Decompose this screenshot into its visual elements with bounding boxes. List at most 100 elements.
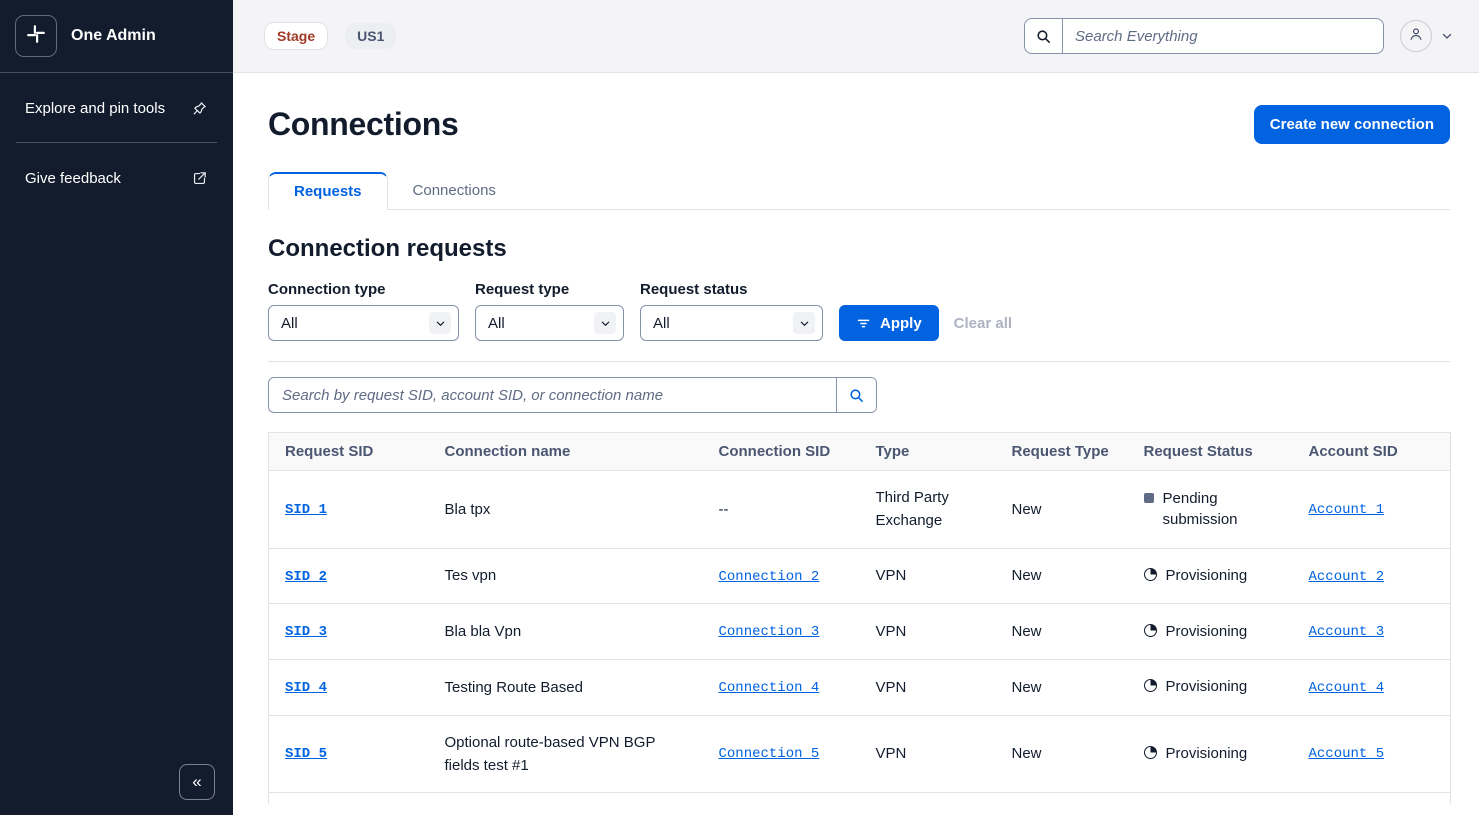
account-sid-link[interactable]: Account_3 (1308, 624, 1385, 641)
environment-badge: Stage (264, 22, 329, 50)
account-sid-link[interactable]: Account_2 (1308, 568, 1385, 585)
status-cell: Provisioning (1143, 621, 1277, 643)
col-request-sid: Request SID (268, 432, 429, 471)
section-title: Connection requests (268, 235, 507, 262)
select-value: All (653, 314, 670, 332)
request-type-cell: New (995, 715, 1128, 794)
type-cell: VPN (859, 603, 996, 660)
sidebar-item-explore-and-pin-tools[interactable]: Explore and pin tools (0, 88, 233, 128)
sidebar-item-label: Explore and pin tools (25, 99, 166, 117)
connection-sid-link[interactable]: Connection_4 (718, 679, 820, 696)
pin-icon (191, 100, 208, 117)
request-type-cell: New (995, 603, 1128, 660)
pinwheel-logo-icon (25, 23, 47, 50)
type-cell: VPN (859, 715, 996, 794)
request-type-cell: New (995, 548, 1128, 605)
in-progress-icon (1143, 623, 1157, 637)
table-row: SID_5 Optional route-based VPN BGP field… (268, 715, 1451, 794)
table-row: SID_1 Bla tpx -- Third Party Exchange Ne… (268, 470, 1451, 549)
request-type-cell: New (995, 470, 1128, 549)
table-row: SID_4 Testing Route Based Connection_4 V… (268, 659, 1451, 716)
main-content: Connections Create new connection Reques… (233, 73, 1479, 815)
col-account-sid: Account SID (1292, 432, 1451, 471)
filter-label-request-type: Request type (475, 281, 570, 298)
connection-type-select[interactable]: All (268, 305, 459, 341)
create-new-connection-button[interactable]: Create new connection (1253, 105, 1450, 144)
request-type-select[interactable]: All (475, 305, 624, 341)
clear-all-button[interactable]: Clear all (953, 314, 1013, 332)
table-row: SID_3 Bla bla Vpn Connection_3 VPN New P… (268, 603, 1451, 660)
connection-requests-table: Request SID Connection name Connection S… (268, 432, 1451, 804)
connection-name-cell: Testing Route Based (428, 659, 703, 716)
connection-sid-link[interactable]: Connection_3 (718, 624, 820, 641)
connection-name-cell: Optional route-based VPN BGP fields test… (428, 715, 703, 794)
request-sid-link[interactable]: SID_2 (285, 568, 328, 585)
topbar: Stage US1 (233, 0, 1479, 73)
external-link-icon (191, 170, 208, 187)
status-label: Pending submission (1162, 489, 1238, 529)
account-sid-link[interactable]: Account_5 (1308, 746, 1385, 763)
col-type: Type (859, 432, 996, 471)
account-sid-link[interactable]: Account_1 (1308, 501, 1385, 518)
col-connection-sid: Connection SID (702, 432, 860, 471)
tabs: Requests Connections (268, 172, 1450, 210)
connection-name-cell: Bla tpx (428, 470, 703, 549)
sidebar-item-label: Give feedback (25, 169, 121, 187)
request-sid-link[interactable]: SID_4 (285, 679, 328, 696)
filter-label-request-status: Request status (640, 281, 748, 298)
request-sid-link[interactable]: SID_3 (285, 624, 328, 641)
status-label: Provisioning (1165, 566, 1248, 584)
page-title: Connections (268, 106, 459, 142)
col-request-status: Request Status (1127, 432, 1293, 471)
type-cell: Third Party Exchange (859, 470, 996, 549)
status-cell: Pending submission (1143, 488, 1277, 532)
request-sid-link[interactable]: SID_1 (285, 501, 328, 518)
connection-sid-link[interactable]: Connection_5 (718, 746, 820, 763)
table-search-input[interactable] (269, 378, 836, 412)
region-badge: US1 (345, 23, 397, 49)
select-value: All (281, 314, 298, 332)
account-sid-link[interactable]: Account_4 (1308, 679, 1385, 696)
sidebar-item-give-feedback[interactable]: Give feedback (0, 158, 233, 198)
status-label: Provisioning (1165, 678, 1248, 696)
user-avatar[interactable] (1400, 20, 1432, 52)
request-sid-link[interactable]: SID_5 (285, 746, 328, 763)
chevron-down-icon (793, 312, 815, 334)
chevron-down-icon (429, 312, 451, 334)
app-name: One Admin (71, 27, 156, 44)
sidebar-collapse-button[interactable]: « (179, 764, 215, 800)
in-progress-icon (1143, 679, 1157, 693)
tab-connections[interactable]: Connections (412, 182, 496, 199)
request-status-select[interactable]: All (640, 305, 823, 341)
global-search-input[interactable] (1063, 19, 1383, 53)
type-cell: VPN (859, 548, 996, 605)
pending-icon (1143, 492, 1154, 503)
status-label: Provisioning (1165, 744, 1248, 762)
app-logo[interactable] (15, 15, 57, 57)
filters: Connection type All Request type All (268, 281, 1450, 341)
col-request-type: Request Type (995, 432, 1128, 471)
select-value: All (488, 314, 505, 332)
filter-icon (856, 316, 871, 331)
connection-sid-link[interactable]: Connection_2 (718, 568, 820, 585)
chevron-down-icon (594, 312, 616, 334)
global-search (1024, 18, 1384, 54)
divider (268, 361, 1450, 362)
connection-name-cell: Bla bla Vpn (428, 603, 703, 660)
in-progress-icon (1143, 567, 1157, 581)
user-menu-chevron-down-icon[interactable] (1441, 30, 1453, 42)
search-icon[interactable] (1025, 19, 1063, 53)
connection-sid-cell: -- (702, 470, 860, 549)
sidebar: One Admin Explore and pin tools Give fee… (0, 0, 233, 815)
status-cell: Provisioning (1143, 676, 1277, 698)
table-row-partial (269, 793, 1451, 804)
status-cell: Provisioning (1143, 565, 1277, 587)
apply-button[interactable]: Apply (839, 305, 939, 341)
table-search (268, 377, 877, 413)
connection-name-cell: Tes vpn (428, 548, 703, 605)
status-label: Provisioning (1165, 622, 1248, 640)
search-submit-button[interactable] (836, 378, 876, 412)
status-cell: Provisioning (1143, 743, 1277, 765)
tab-requests[interactable]: Requests (268, 172, 388, 210)
